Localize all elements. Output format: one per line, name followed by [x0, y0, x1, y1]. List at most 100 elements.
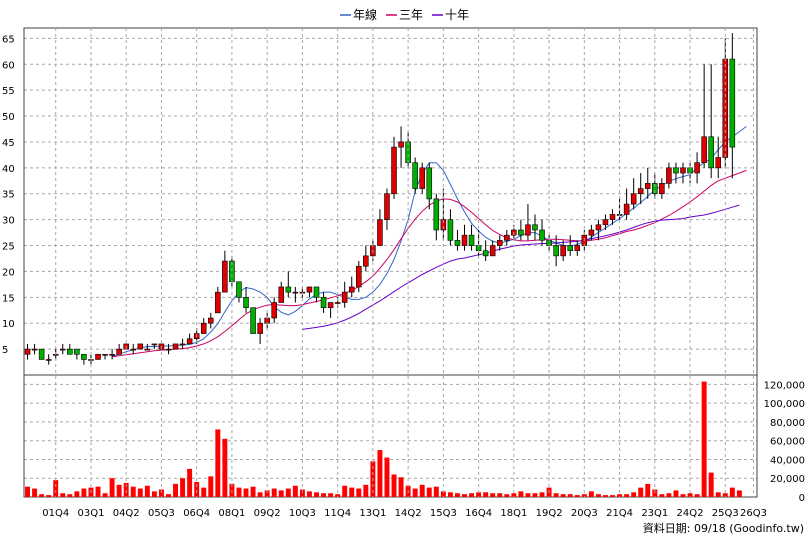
candle [313, 286, 320, 303]
volume-bar [116, 484, 122, 497]
volume-bar [490, 493, 496, 497]
price-tick-label: 30 [2, 216, 15, 227]
volume-tick-label: 120,000 [764, 380, 805, 391]
candle-up [461, 234, 468, 246]
candle [729, 33, 736, 179]
volume-bar [659, 494, 665, 497]
volume-bar [560, 494, 566, 497]
candle [539, 219, 545, 246]
volume-bar [236, 487, 242, 497]
volume-bar [166, 494, 171, 497]
candle-up [151, 343, 158, 346]
candle [398, 126, 404, 168]
candle-up [694, 162, 700, 174]
volume-bar [525, 493, 531, 497]
ma-line-0 [111, 125, 747, 357]
volume-bar [314, 492, 319, 497]
candle [38, 348, 45, 360]
candle-down [729, 58, 736, 148]
candle [144, 343, 151, 351]
candle [348, 276, 355, 298]
volume-bar [729, 487, 735, 497]
candle-down [285, 286, 292, 293]
candle [306, 286, 313, 298]
candle [623, 188, 630, 220]
candle [644, 167, 651, 199]
candle [67, 343, 73, 355]
x-tick-label: 05Q3 [148, 508, 175, 519]
volume-bar [610, 495, 615, 497]
volume-bar [532, 493, 538, 497]
candle [186, 333, 193, 345]
candle-up [398, 141, 404, 148]
candle [673, 162, 679, 184]
candle-up [137, 343, 144, 350]
candle [504, 229, 510, 246]
candle-up [609, 214, 616, 220]
candle-up [95, 353, 101, 360]
volume-bar [299, 489, 305, 497]
volume-bar [46, 495, 52, 497]
candle [24, 343, 31, 360]
candle-up [680, 167, 686, 174]
x-tick-label: 06Q4 [183, 508, 210, 519]
candle [130, 343, 137, 355]
candle [95, 353, 101, 360]
volume-bar [173, 483, 179, 497]
candle [257, 318, 263, 344]
candle [320, 292, 327, 313]
legend-label: 三年 [399, 8, 423, 22]
volume-tick-label: 80,000 [770, 418, 805, 429]
volume-bar [708, 472, 714, 497]
volume-bar [652, 489, 658, 497]
candle-up [504, 234, 510, 241]
candle [525, 204, 531, 241]
candle [637, 173, 644, 205]
candle-up [595, 224, 602, 231]
legend-label: 年線 [353, 7, 377, 22]
candle [81, 353, 87, 365]
candle-up [630, 193, 637, 205]
candle-down [454, 240, 461, 246]
volume-bar [250, 486, 256, 497]
candle [74, 348, 80, 360]
price-tick-label: 15 [2, 293, 15, 304]
price-tick-label: 45 [2, 138, 15, 149]
candle [630, 178, 637, 210]
candle [419, 162, 425, 194]
candle [264, 312, 270, 329]
candle [532, 214, 538, 241]
candle-up [59, 348, 66, 351]
candle-up [334, 302, 341, 304]
candle [659, 178, 665, 199]
candle-down [447, 219, 454, 241]
candle [666, 162, 672, 189]
candle-up [45, 359, 52, 361]
candle-down [518, 229, 524, 236]
candle-down [532, 224, 538, 231]
volume-bar [243, 488, 249, 497]
candle-down [652, 183, 658, 195]
volume-bar [306, 491, 312, 497]
candle-down [412, 162, 418, 189]
candle-up [172, 343, 179, 350]
candle-up [102, 353, 108, 356]
volume-panel: 0 20,000 40,000 60,000 80,000 100,000 120,000 [23, 374, 805, 504]
volume-bar [419, 484, 425, 497]
volume-bar [412, 488, 418, 497]
candle-up [222, 260, 228, 293]
candle [102, 353, 108, 360]
volume-bar [60, 493, 66, 497]
candle [546, 235, 552, 251]
x-tick-label: 04Q2 [113, 508, 140, 519]
price-tick-label: 10 [2, 319, 15, 330]
volume-bar [391, 474, 397, 497]
candle [391, 136, 397, 199]
x-tick-label: 21Q4 [606, 508, 633, 519]
ma-line-2 [302, 204, 740, 330]
candle [609, 209, 616, 225]
volume-bar [194, 481, 200, 497]
x-tick-label: 15Q3 [430, 508, 457, 519]
candle [680, 162, 686, 184]
volume-bar [631, 492, 637, 497]
